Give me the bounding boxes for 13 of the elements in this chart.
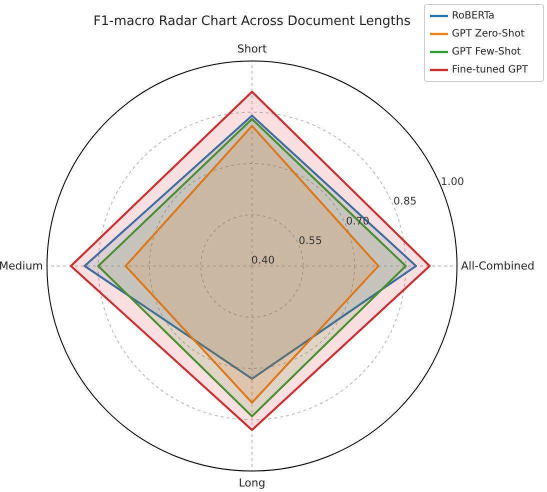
spoke-label: Long (238, 476, 266, 490)
y-tick-label: 0.85 (393, 196, 417, 208)
spoke-label: All-Combined (461, 260, 534, 272)
legend-label: GPT Zero-Shot (452, 28, 525, 40)
text: F1-macro Radar Chart Across Document Lengths (93, 14, 411, 29)
spoke-label: Short (237, 42, 268, 56)
spoke-label: Medium (0, 260, 43, 272)
y-tick-label: 0.55 (298, 234, 322, 247)
y-tick-label: 0.40 (251, 254, 275, 266)
legend-label: Fine-tuned GPT (452, 64, 528, 76)
legend-label: GPT Few-Shot (452, 46, 521, 58)
y-tick-label: 1.00 (440, 176, 464, 188)
legend-label: RoBERTa (452, 10, 495, 22)
